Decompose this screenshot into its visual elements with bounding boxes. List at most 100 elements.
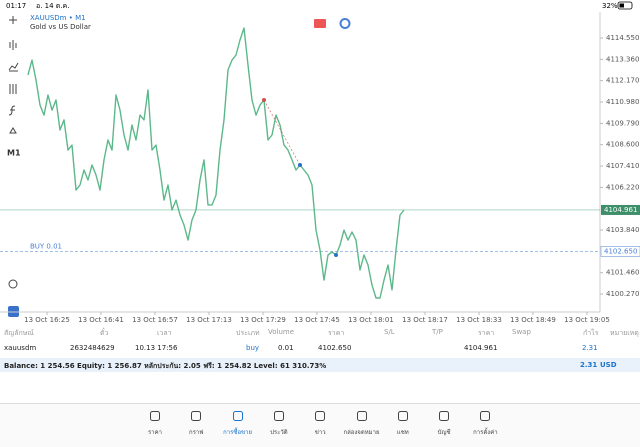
nav-icon-shape — [150, 411, 160, 421]
nav-label[interactable]: ประวัติ — [270, 429, 288, 436]
y-tick-label: 4103.840 — [606, 226, 639, 234]
y-tick-label: 4112.170 — [606, 77, 639, 85]
nav-icon[interactable] — [479, 410, 491, 422]
trade-exit — [298, 162, 302, 167]
nav-icon-shape — [356, 411, 367, 421]
y-tick-label: 4107.410 — [606, 162, 639, 170]
status-time: 01:17 — [6, 2, 26, 10]
table-cell: 4102.650 — [318, 344, 352, 352]
zoom-tool[interactable] — [8, 279, 18, 289]
nav-icon-shape — [480, 411, 491, 421]
table-cell: 10.13 17:56 — [135, 344, 178, 352]
objects-tool[interactable] — [9, 127, 17, 134]
nav-label[interactable]: ราคา — [148, 429, 162, 436]
chart: 01:17 อ. 14 ต.ค. 32% XAUUSDm • M1 Gold v… — [0, 1, 640, 324]
table-cell: 2632484629 — [70, 344, 115, 352]
nav-label[interactable]: แชท — [396, 429, 409, 436]
trade-entry — [262, 98, 266, 103]
chart-title: XAUUSDm • M1 — [30, 14, 86, 22]
nav-icon-shape — [191, 411, 202, 421]
nav-icon[interactable] — [438, 410, 450, 422]
table-cell: xauusdm — [4, 344, 37, 352]
toolbar — [8, 16, 19, 289]
depth-icon[interactable] — [339, 18, 351, 29]
nav-icon[interactable] — [232, 410, 244, 422]
summary-bar: Balance: 1 254.56 Equity: 1 256.87 หลักป… — [0, 358, 640, 372]
trade-link — [263, 99, 301, 166]
nav-icon[interactable] — [149, 410, 161, 422]
status-date: อ. 14 ต.ค. — [36, 2, 69, 10]
x-tick-label: 13 Oct 18:33 — [456, 316, 502, 324]
nav-label[interactable]: ข่าว — [314, 429, 326, 436]
x-tick-label: 13 Oct 19:05 — [564, 316, 610, 324]
column-header: Volume — [268, 328, 295, 336]
nav-label[interactable]: การตั้งค่า — [473, 429, 498, 436]
crosshair-tool[interactable] — [9, 16, 17, 24]
y-tick-label: 4108.600 — [606, 141, 639, 149]
x-tick-label: 13 Oct 17:29 — [240, 316, 286, 324]
column-header: T/P — [432, 328, 443, 336]
trade-open — [334, 252, 338, 257]
indicator-tool[interactable] — [8, 62, 19, 72]
column-header: สัญลักษณ์ — [4, 329, 34, 337]
battery-icon — [617, 1, 633, 10]
nav-icon[interactable] — [190, 410, 202, 422]
column-header: ราคา — [478, 329, 495, 337]
bottom-nav: ราคา กราฟ การซื้อขาย ประวัติ ข่าว กล่องจดหมาย… — [0, 403, 640, 447]
column-header: ราคา — [328, 329, 345, 337]
nav-icon[interactable] — [397, 410, 409, 422]
status-battery: 32% — [602, 2, 618, 10]
x-tick-label: 13 Oct 17:45 — [294, 316, 340, 324]
timeframe[interactable]: M1 — [7, 149, 21, 158]
y-tick-label: 4110.980 — [606, 98, 639, 106]
x-tick-label: 13 Oct 16:25 — [24, 316, 70, 324]
column-header: S/L — [384, 328, 395, 336]
column-header: เวลา — [157, 329, 172, 337]
x-tick-label: 13 Oct 18:17 — [402, 316, 448, 324]
x-tick-label: 13 Oct 16:57 — [132, 316, 178, 324]
y-tick-label: 4109.790 — [606, 119, 639, 127]
account-summary: Balance: 1 254.56 Equity: 1 256.87 หลักป… — [4, 362, 327, 370]
currency: USD — [600, 361, 617, 369]
nav-icon[interactable] — [273, 410, 285, 422]
table-cell: 2.31 — [582, 344, 598, 352]
column-header: Swap — [512, 328, 531, 336]
nav-icon-shape — [439, 411, 450, 421]
settings-tool[interactable] — [9, 84, 17, 94]
nav-icon[interactable] — [356, 410, 368, 422]
column-header: กำไร — [583, 329, 599, 337]
function-tool[interactable] — [8, 105, 16, 116]
y-tick-label: 4100.270 — [606, 290, 639, 298]
nav-label[interactable]: บัญชี — [437, 429, 451, 436]
battery-level — [619, 3, 624, 8]
buy-price-label: 4102.650 — [604, 247, 637, 255]
chart-subtitle: Gold vs US Dollar — [30, 23, 91, 31]
nav-icon-shape — [232, 411, 243, 421]
x-tick-label: 13 Oct 18:49 — [510, 316, 556, 324]
nav-label[interactable]: กล่องจดหมาย — [343, 429, 380, 436]
nav-label[interactable]: กราฟ — [189, 429, 204, 436]
x-tick-label: 13 Oct 17:13 — [186, 316, 232, 324]
y-tick-label: 4106.220 — [606, 183, 639, 191]
price-line — [27, 27, 405, 299]
buy-line-label: BUY 0.01 — [30, 242, 62, 250]
x-tick-label: 13 Oct 16:41 — [78, 316, 124, 324]
column-header: ประเภท — [236, 329, 260, 337]
chart-type-tool[interactable] — [9, 40, 17, 50]
nav-icon-shape — [397, 411, 408, 421]
buy-price-box — [600, 246, 640, 257]
nav-icon[interactable] — [314, 410, 326, 422]
nav-icon-shape — [273, 411, 284, 421]
nav-label[interactable]: การซื้อขาย — [223, 429, 253, 436]
y-tick-label: 4113.360 — [606, 55, 639, 63]
y-tick-label: 4101.460 — [606, 269, 639, 277]
current-price-label: 4104.961 — [604, 206, 637, 214]
one-click-icon[interactable] — [314, 19, 326, 28]
nav-icon-shape — [315, 411, 326, 421]
y-tick-label: 4114.550 — [606, 34, 639, 42]
column-header: ตั๋ว — [100, 329, 109, 337]
summary-profit: 2.31 — [580, 361, 598, 369]
current-price-box — [601, 204, 640, 215]
table-cell: buy — [246, 344, 260, 352]
